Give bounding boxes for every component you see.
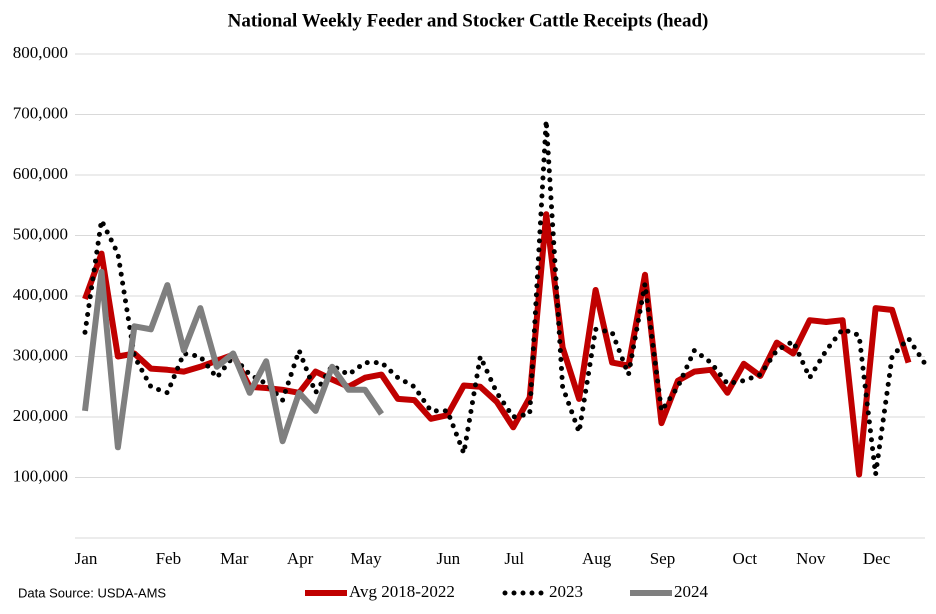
x-tick-label: Sep — [650, 549, 676, 568]
y-tick-label: 200,000 — [13, 406, 68, 425]
x-tick-label: Nov — [796, 549, 826, 568]
source-note: Data Source: USDA-AMS — [18, 585, 166, 600]
series-line — [82, 120, 928, 475]
x-tick-label: Feb — [156, 549, 182, 568]
y-tick-label: 100,000 — [13, 466, 68, 485]
x-tick-label: Mar — [220, 549, 249, 568]
y-tick-label: 700,000 — [13, 103, 68, 122]
legend-label: 2024 — [674, 582, 709, 601]
y-tick-label: 800,000 — [13, 43, 68, 62]
chart-title: National Weekly Feeder and Stocker Cattl… — [228, 10, 709, 31]
x-tick-label: Oct — [733, 549, 758, 568]
legend-label: Avg 2018-2022 — [349, 582, 455, 601]
series-line — [82, 268, 384, 451]
x-tick-label: Jul — [504, 549, 524, 568]
y-tick-label: 300,000 — [13, 345, 68, 364]
x-tick-label: Jun — [437, 549, 461, 568]
x-tick-label: Apr — [287, 549, 314, 568]
x-tick-label: Dec — [863, 549, 891, 568]
x-tick-label: May — [350, 549, 382, 568]
x-tick-label: Aug — [582, 549, 612, 568]
x-tick-label: Jan — [75, 549, 98, 568]
y-tick-label: 600,000 — [13, 164, 68, 183]
y-tick-label: 500,000 — [13, 224, 68, 243]
legend-label: 2023 — [549, 582, 583, 601]
y-tick-label: 400,000 — [13, 285, 68, 304]
